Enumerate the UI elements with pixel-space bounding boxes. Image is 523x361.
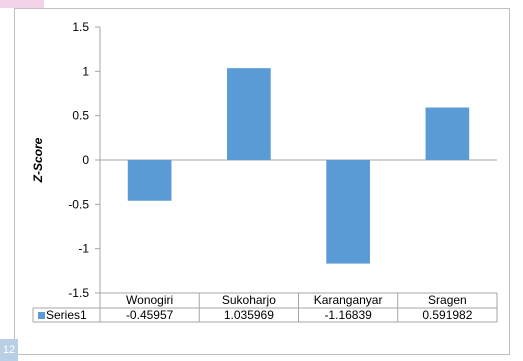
data-value-sragen: 0.591982 <box>422 308 472 322</box>
y-tick-label-2: 0.5 <box>72 109 89 123</box>
data-value-sukoharjo: 1.035969 <box>224 308 274 322</box>
bar-sragen <box>425 107 470 160</box>
y-tick-label-5: -1 <box>78 242 89 256</box>
category-label-sukoharjo: Sukoharjo <box>222 293 276 307</box>
category-label-wonogiri: Wonogiri <box>126 293 173 307</box>
category-label-sragen: Sragen <box>428 293 467 307</box>
legend-series-name: Series1 <box>46 308 87 322</box>
y-tick-label-0: 1.5 <box>72 20 89 34</box>
bar-karanganyar <box>326 160 370 264</box>
bar-sukoharjo <box>227 68 271 160</box>
data-value-wonogiri: -0.45957 <box>126 308 174 322</box>
category-label-karanganyar: Karanganyar <box>314 293 383 307</box>
y-tick-label-4: -0.5 <box>68 197 89 211</box>
legend-key-series1 <box>38 312 45 319</box>
y-tick-label-1: 1 <box>82 64 89 78</box>
y-tick-label-3: 0 <box>82 153 89 167</box>
chart-frame <box>14 8 510 355</box>
bar-wonogiri <box>127 160 172 201</box>
data-value-karanganyar: -1.16839 <box>324 308 372 322</box>
y-axis-title: Z-Score <box>31 137 45 183</box>
y-tick-label-6: -1.5 <box>68 286 89 300</box>
page-number-badge: 12 <box>0 339 18 361</box>
heading-marker <box>0 0 44 8</box>
